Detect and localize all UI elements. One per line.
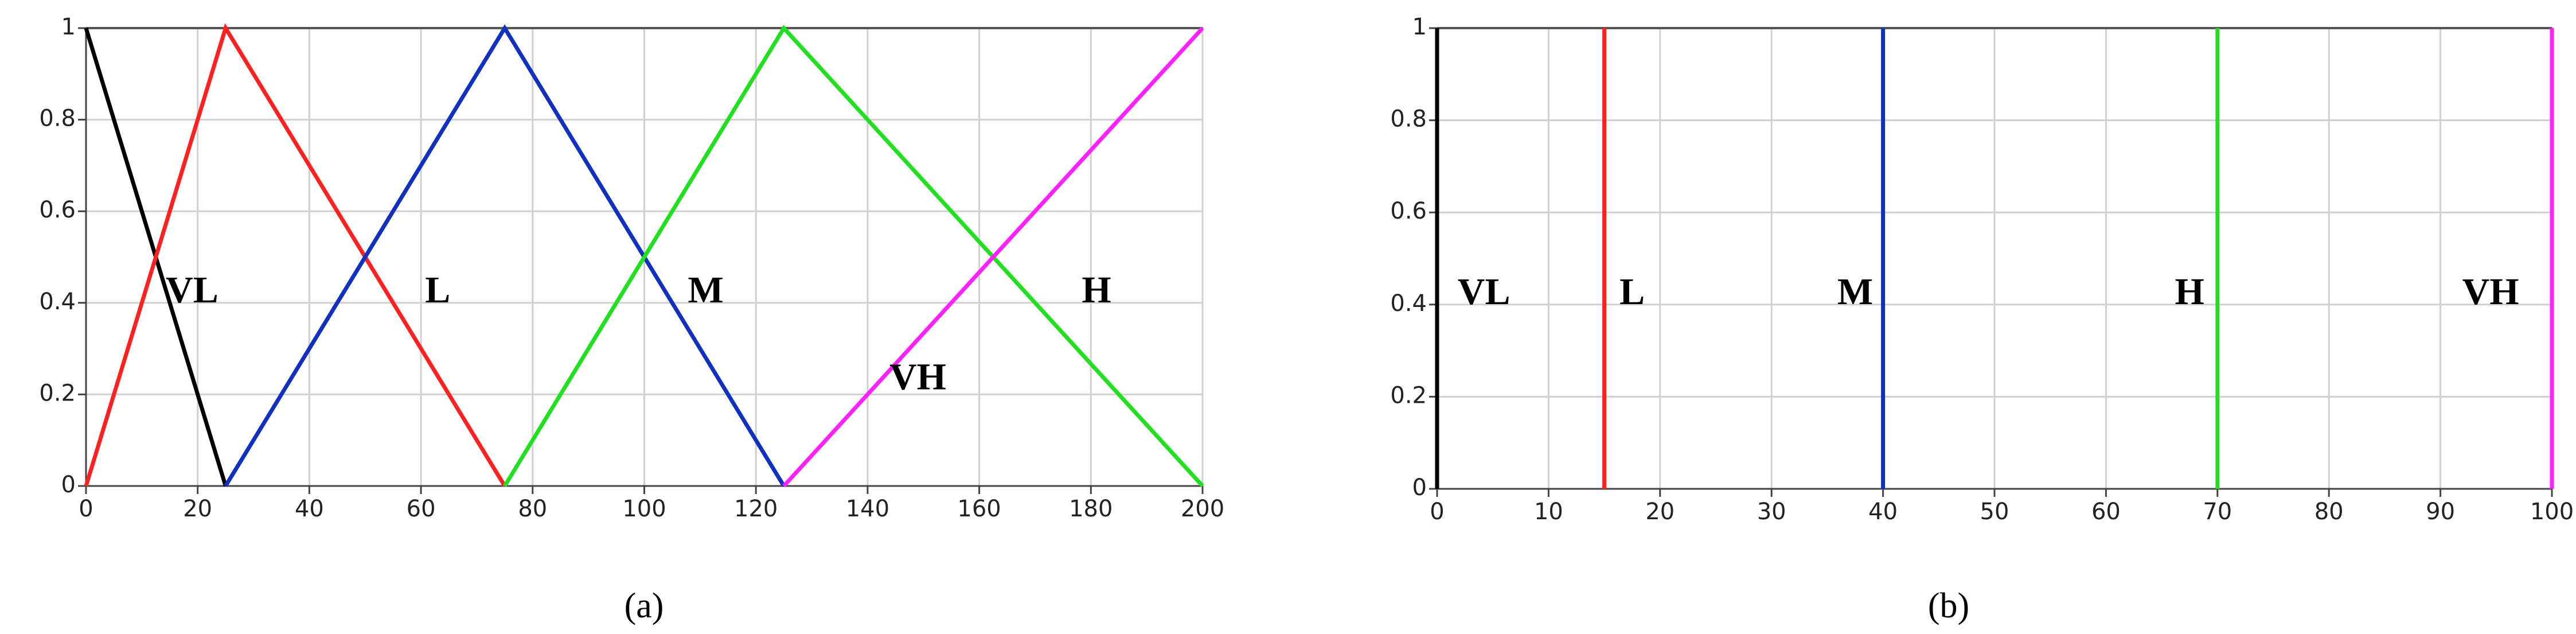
series-label: H xyxy=(1082,269,1111,311)
y-tick-label: 0.4 xyxy=(1390,290,1427,317)
series-label: VH xyxy=(889,356,946,398)
y-tick-label: 0.8 xyxy=(39,106,76,132)
x-tick-label: 0 xyxy=(1430,499,1444,525)
caption: (a) xyxy=(625,586,664,625)
x-tick-label: 120 xyxy=(734,496,778,522)
series-line xyxy=(84,23,507,487)
y-tick-label: 0 xyxy=(61,472,76,498)
x-tick-label: 90 xyxy=(2426,499,2455,525)
x-tick-label: 30 xyxy=(1757,499,1786,525)
y-tick-label: 0.2 xyxy=(1390,382,1427,409)
x-tick-label: 60 xyxy=(2091,499,2121,525)
x-tick-label: 200 xyxy=(1181,496,1224,522)
series-line xyxy=(224,24,786,487)
series-line xyxy=(503,25,1204,488)
y-tick-label: 0.6 xyxy=(1390,198,1427,224)
series-label: VL xyxy=(166,269,218,311)
x-tick-label: 20 xyxy=(183,496,212,522)
x-tick-label: 80 xyxy=(518,496,547,522)
caption: (b) xyxy=(1928,586,1969,625)
x-tick-label: 180 xyxy=(1069,496,1113,522)
x-tick-label: 80 xyxy=(2315,499,2344,525)
series-label: L xyxy=(1619,271,1645,313)
y-tick-label: 0.8 xyxy=(1390,106,1427,133)
x-tick-label: 40 xyxy=(1868,499,1898,525)
series-label: VL xyxy=(1458,271,1511,313)
x-tick-label: 160 xyxy=(957,496,1001,522)
x-tick-label: 20 xyxy=(1645,499,1675,525)
x-tick-label: 0 xyxy=(79,496,93,522)
x-tick-label: 40 xyxy=(295,496,324,522)
x-tick-label: 140 xyxy=(846,496,889,522)
y-tick-label: 1 xyxy=(61,14,76,40)
series-label: VH xyxy=(2462,271,2519,313)
series-label: M xyxy=(1837,271,1873,313)
y-tick-label: 0 xyxy=(1412,474,1427,501)
series-line xyxy=(782,26,1204,488)
series-label: M xyxy=(688,269,723,311)
y-tick-label: 1 xyxy=(1412,14,1427,40)
series-label: L xyxy=(425,269,450,311)
y-tick-label: 0.6 xyxy=(39,197,76,223)
y-tick-label: 0.4 xyxy=(39,289,76,315)
x-tick-label: 10 xyxy=(1534,499,1563,525)
x-tick-label: 50 xyxy=(1980,499,2009,525)
x-tick-label: 100 xyxy=(2530,499,2574,525)
series-label: H xyxy=(2175,271,2204,313)
x-tick-label: 70 xyxy=(2203,499,2232,525)
x-tick-label: 60 xyxy=(407,496,436,522)
y-tick-label: 0.2 xyxy=(39,380,76,406)
x-tick-label: 100 xyxy=(622,496,666,522)
